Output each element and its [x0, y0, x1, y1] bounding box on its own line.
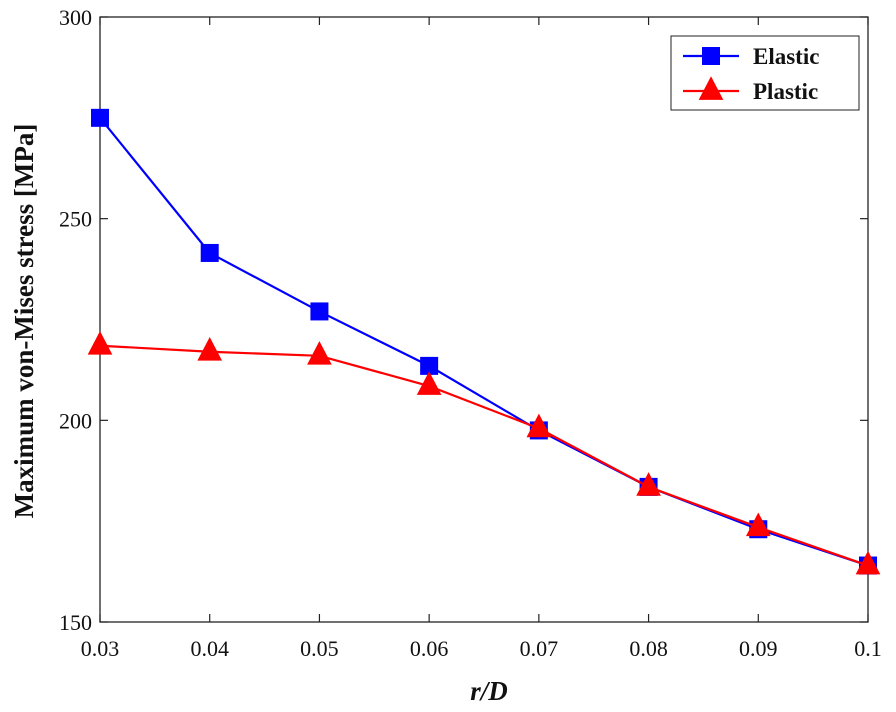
- plot-border: [99, 16, 869, 623]
- x-tick-label: 0.05: [300, 636, 339, 661]
- x-tick-label: 0.1: [854, 636, 882, 661]
- legend: Elastic Plastic: [670, 35, 860, 111]
- data-point-plastic: [307, 341, 332, 365]
- y-tick-label: 300: [59, 5, 92, 30]
- y-axis-ticks: 150 200 250 300: [59, 5, 868, 635]
- x-axis-ticks: 0.03 0.04 0.05 0.06 0.07 0.08 0.09 0.1: [81, 17, 882, 661]
- y-tick-label: 150: [59, 610, 92, 635]
- data-point-elastic: [310, 302, 329, 321]
- series-layer: [87, 108, 881, 575]
- data-point-plastic: [526, 413, 552, 438]
- x-axis-title: r/D: [470, 676, 508, 706]
- data-point-plastic: [855, 550, 881, 575]
- legend-marker-plastic: [698, 76, 724, 100]
- plot-area: [99, 16, 869, 623]
- data-point-elastic: [91, 108, 109, 127]
- y-tick-label: 250: [59, 207, 92, 232]
- x-tick-label: 0.08: [629, 636, 668, 661]
- y-axis-title: Maximum von-Mises stress [MPa]: [9, 124, 39, 519]
- data-point-plastic: [636, 472, 661, 496]
- data-point-elastic: [200, 243, 219, 262]
- x-tick-label: 0.04: [190, 636, 229, 661]
- x-tick-label: 0.06: [410, 636, 449, 661]
- series-plastic: [87, 330, 881, 575]
- y-tick-label: 200: [59, 408, 92, 433]
- series-line-elastic: [99, 117, 869, 567]
- x-tick-label: 0.07: [520, 636, 559, 661]
- x-tick-label: 0.09: [739, 636, 778, 661]
- data-point-plastic: [416, 371, 442, 395]
- data-point-plastic: [197, 337, 223, 361]
- legend-label-elastic: Elastic: [753, 44, 819, 69]
- legend-label-plastic: Plastic: [753, 79, 818, 104]
- series-line-plastic: [99, 344, 869, 567]
- x-tick-label: 0.03: [81, 636, 120, 661]
- legend-marker-elastic: [702, 47, 720, 65]
- data-point-plastic: [87, 330, 113, 355]
- data-point-plastic: [745, 512, 771, 537]
